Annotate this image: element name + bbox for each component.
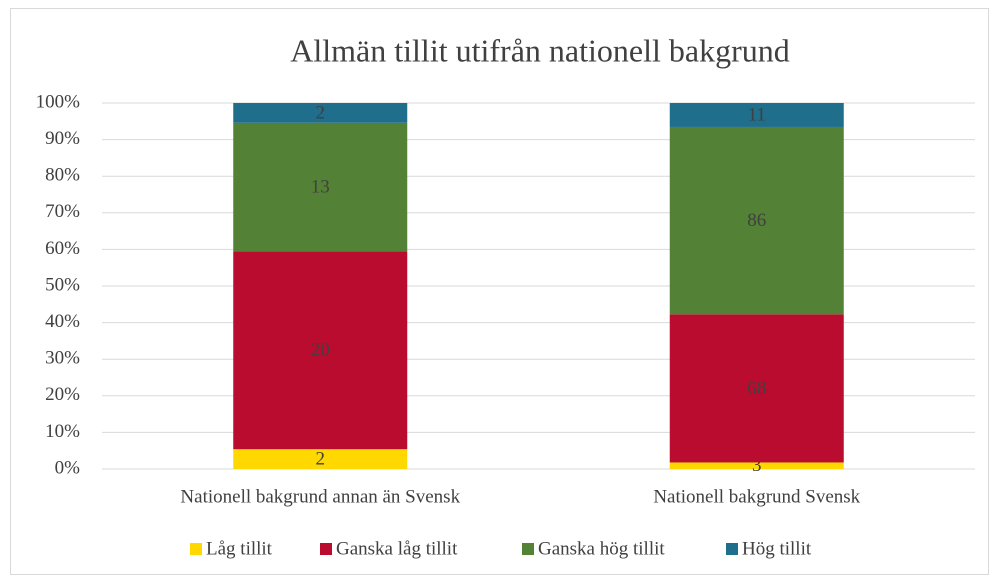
legend-swatch — [726, 543, 738, 555]
y-tick-label: 50% — [45, 274, 80, 295]
chart-title: Allmän tillit utifrån nationell bakgrund — [290, 32, 789, 68]
bar-segment — [233, 251, 408, 450]
y-tick-label: 100% — [36, 91, 81, 112]
legend-swatch — [190, 543, 202, 555]
data-label: 86 — [747, 210, 766, 231]
data-label: 11 — [748, 104, 766, 125]
data-label: 68 — [747, 378, 766, 399]
bar-segment — [669, 462, 844, 469]
legend-label: Hög tillit — [742, 538, 812, 559]
bar-segment — [669, 126, 844, 315]
legend-label: Låg tillit — [206, 538, 273, 559]
y-tick-label: 90% — [45, 128, 80, 149]
bar-segment — [233, 103, 408, 123]
legend-swatch — [320, 543, 332, 555]
legend-swatch — [522, 543, 534, 555]
y-tick-label: 0% — [55, 457, 81, 478]
x-tick-label: Nationell bakgrund Svensk — [653, 486, 860, 507]
y-tick-label: 60% — [45, 238, 80, 259]
y-tick-label: 40% — [45, 311, 80, 332]
data-label: 3 — [752, 455, 762, 476]
y-tick-label: 70% — [45, 201, 80, 222]
bar-segment — [669, 314, 844, 463]
bar-segment — [233, 122, 408, 252]
data-label: 2 — [316, 102, 326, 123]
data-label: 2 — [316, 448, 326, 469]
data-label: 20 — [311, 340, 330, 361]
y-tick-label: 80% — [45, 165, 80, 186]
x-tick-label: Nationell bakgrund annan än Svensk — [180, 486, 460, 507]
y-tick-label: 10% — [45, 421, 80, 442]
legend-label: Ganska låg tillit — [336, 538, 458, 559]
bar-segment — [233, 449, 408, 469]
y-tick-label: 20% — [45, 384, 80, 405]
legend-label: Ganska hög tillit — [538, 538, 665, 559]
data-label: 13 — [311, 176, 330, 197]
bar-segment — [669, 103, 844, 127]
y-tick-label: 30% — [45, 348, 80, 369]
